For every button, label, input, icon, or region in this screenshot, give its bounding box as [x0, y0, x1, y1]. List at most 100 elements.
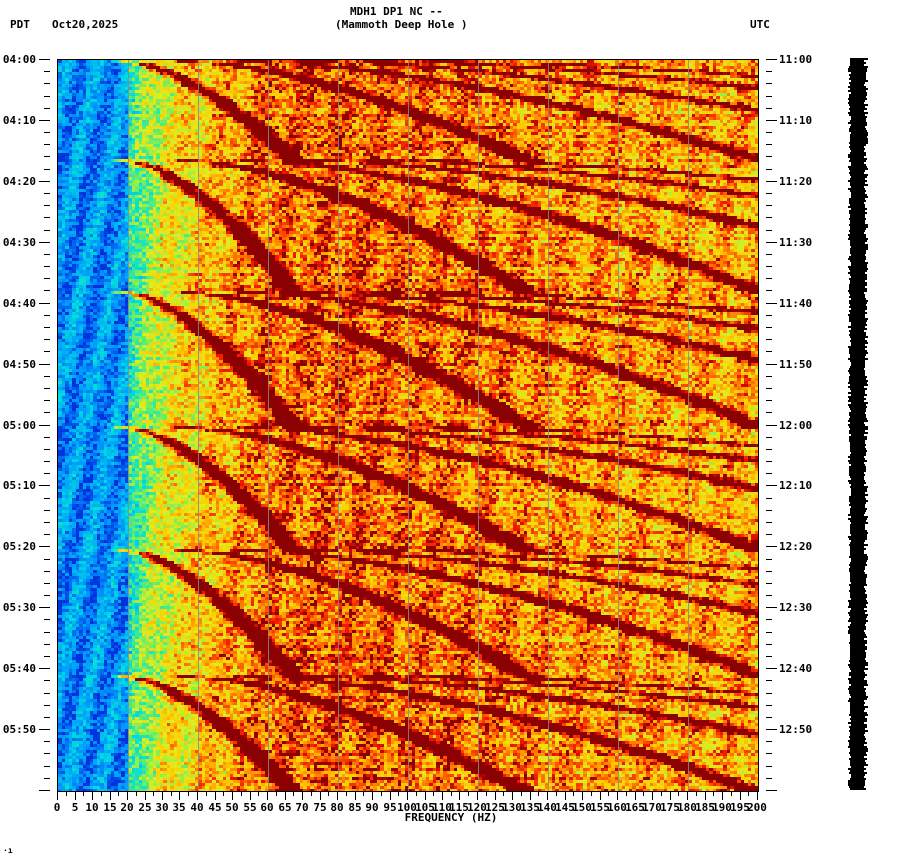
y-tick-label-local: 04:50 [2, 358, 36, 371]
y-tick-minor-right [766, 217, 772, 218]
x-tick-label: 135 [520, 801, 540, 814]
y-tick-minor-left [44, 449, 50, 450]
y-tick-minor-right [766, 327, 772, 328]
y-tick-minor-left [44, 132, 50, 133]
x-tick-label: 55 [243, 801, 257, 814]
y-tick-minor-right [766, 376, 772, 377]
x-tick-major [57, 791, 58, 800]
y-tick-minor-right [766, 278, 772, 279]
colorbar-image [848, 58, 868, 790]
y-tick-label-utc: 12:30 [779, 601, 813, 614]
y-tick-minor-left [44, 96, 50, 97]
y-tick-minor-left [44, 351, 50, 352]
y-tick-major-right [766, 790, 777, 791]
x-tick-minor [398, 791, 399, 796]
y-tick-minor-right [766, 717, 772, 718]
x-tick-minor [293, 791, 294, 796]
y-tick-minor-left [44, 388, 50, 389]
y-tick-minor-right [766, 595, 772, 596]
y-tick-minor-left [44, 83, 50, 84]
x-tick-label: 60 [260, 801, 274, 814]
y-tick-minor-left [44, 169, 50, 170]
x-tick-major [197, 791, 198, 800]
y-tick-label-local: 05:10 [2, 479, 36, 492]
y-tick-minor-left [44, 619, 50, 620]
y-tick-minor-right [766, 461, 772, 462]
y-tick-major-left [39, 59, 50, 60]
y-tick-major-right [766, 607, 777, 608]
y-tick-minor-right [766, 266, 772, 267]
spectrogram-plot[interactable] [57, 59, 759, 792]
x-tick-label: 115 [449, 801, 469, 814]
y-tick-minor-left [44, 644, 50, 645]
y-tick-minor-left [44, 376, 50, 377]
x-tick-label: 105 [415, 801, 435, 814]
y-tick-minor-right [766, 741, 772, 742]
x-tick-label: 110 [432, 801, 452, 814]
x-tick-minor [258, 791, 259, 796]
x-tick-minor [83, 791, 84, 796]
y-tick-minor-left [44, 741, 50, 742]
x-tick-label: 165 [625, 801, 645, 814]
x-tick-major [670, 791, 671, 800]
y-tick-minor-left [44, 108, 50, 109]
x-tick-major [722, 791, 723, 800]
x-tick-major [687, 791, 688, 800]
y-tick-minor-left [44, 437, 50, 438]
x-tick-major [459, 791, 460, 800]
y-tick-minor-right [766, 680, 772, 681]
y-tick-minor-left [44, 778, 50, 779]
y-tick-minor-right [766, 522, 772, 523]
y-tick-minor-left [44, 156, 50, 157]
x-tick-label: 40 [190, 801, 204, 814]
x-tick-major [145, 791, 146, 800]
x-tick-major [442, 791, 443, 800]
timezone-label-right: UTC [750, 18, 770, 31]
y-tick-major-left [39, 607, 50, 608]
y-tick-major-right [766, 364, 777, 365]
x-tick-minor [223, 791, 224, 796]
y-tick-minor-right [766, 571, 772, 572]
x-tick-major [127, 791, 128, 800]
x-tick-major [652, 791, 653, 800]
x-tick-label: 70 [295, 801, 309, 814]
y-tick-minor-right [766, 705, 772, 706]
x-axis-title: FREQUENCY (HZ) [404, 811, 498, 824]
y-tick-minor-right [766, 169, 772, 170]
y-tick-minor-right [766, 156, 772, 157]
y-tick-minor-left [44, 693, 50, 694]
y-tick-label-local: 04:00 [2, 53, 36, 66]
y-tick-major-right [766, 546, 777, 547]
x-tick-major [425, 791, 426, 800]
x-tick-major [372, 791, 373, 800]
y-tick-minor-left [44, 559, 50, 560]
x-tick-major [582, 791, 583, 800]
y-tick-minor-right [766, 205, 772, 206]
x-tick-major [320, 791, 321, 800]
y-tick-minor-right [766, 339, 772, 340]
y-tick-major-left [39, 425, 50, 426]
x-tick-minor [748, 791, 749, 796]
y-tick-minor-right [766, 449, 772, 450]
y-tick-minor-right [766, 388, 772, 389]
y-tick-minor-left [44, 571, 50, 572]
x-tick-label: 185 [695, 801, 715, 814]
y-tick-label-local: 05:30 [2, 601, 36, 614]
x-tick-minor [608, 791, 609, 796]
x-tick-major [302, 791, 303, 800]
x-tick-label: 50 [225, 801, 239, 814]
x-tick-major [740, 791, 741, 800]
y-tick-minor-left [44, 217, 50, 218]
y-tick-major-left [39, 546, 50, 547]
x-tick-minor [363, 791, 364, 796]
y-tick-minor-right [766, 619, 772, 620]
y-tick-major-left [39, 729, 50, 730]
x-tick-label: 0 [53, 801, 61, 814]
y-tick-major-right [766, 485, 777, 486]
x-tick-label: 120 [467, 801, 487, 814]
y-tick-label-utc: 12:50 [779, 723, 813, 736]
y-tick-label-local: 05:50 [2, 723, 36, 736]
x-tick-minor [643, 791, 644, 796]
y-tick-minor-left [44, 205, 50, 206]
x-tick-major [285, 791, 286, 800]
